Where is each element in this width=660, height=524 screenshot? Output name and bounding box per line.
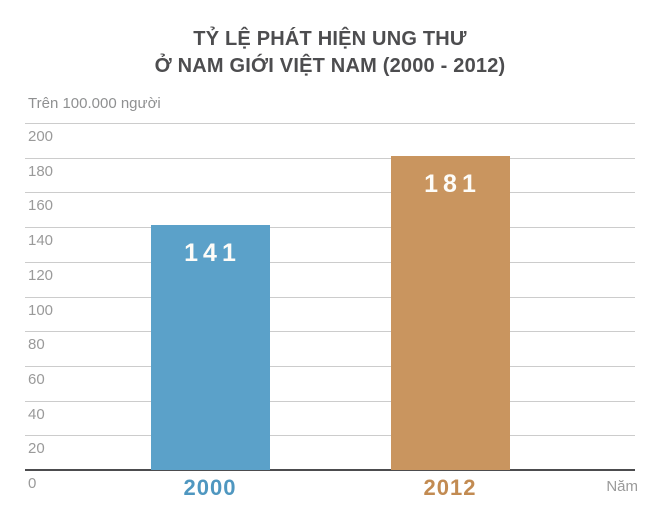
x-tick-label-2012: 2012: [423, 475, 477, 500]
gridline-20: [25, 435, 635, 437]
gridline-100: [25, 296, 635, 298]
x-axis-baseline: [25, 469, 635, 471]
gridline-180: [25, 157, 635, 159]
y-tick-label-200: 200: [28, 128, 54, 145]
chart-title-line-1: TỶ LỆ PHÁT HIỆN UNG THƯ: [193, 28, 467, 50]
y-tick-label-0: 0: [28, 475, 37, 492]
chart-title-line-2: Ở NAM GIỚI VIỆT NAM (2000 - 2012): [154, 55, 506, 77]
bar-2012: 181: [390, 155, 510, 470]
bar-value-label-2012: 181: [424, 169, 481, 198]
y-tick-label-160: 160: [28, 197, 54, 215]
x-axis-label: Năm: [606, 478, 638, 495]
y-tick-label-100: 100: [28, 301, 54, 319]
y-tick-label-180: 180: [28, 162, 54, 180]
bar-2000: 141: [150, 225, 270, 470]
y-tick-label-20: 20: [28, 440, 45, 458]
y-tick-label-40: 40: [28, 405, 45, 423]
bar-value-label-2000: 141: [184, 239, 241, 268]
y-tick-label-80: 80: [28, 336, 45, 354]
y-tick-label-140: 140: [28, 232, 54, 250]
chart-title: TỶ LỆ PHÁT HIỆN UNG THƯ Ở NAM GIỚI VIỆT …: [0, 26, 660, 80]
gridline-40: [25, 400, 635, 402]
gridline-80: [25, 331, 635, 333]
y-tick-label-60: 60: [28, 370, 45, 388]
gridline-60: [25, 365, 635, 367]
x-tick-label-2000: 2000: [183, 475, 237, 500]
gridline-140: [25, 227, 635, 229]
gridline-200: [25, 123, 635, 124]
gridline-160: [25, 192, 635, 194]
gridline-120: [25, 261, 635, 263]
y-axis-unit-label: Trên 100.000 người: [28, 95, 161, 112]
y-tick-label-120: 120: [28, 266, 54, 284]
